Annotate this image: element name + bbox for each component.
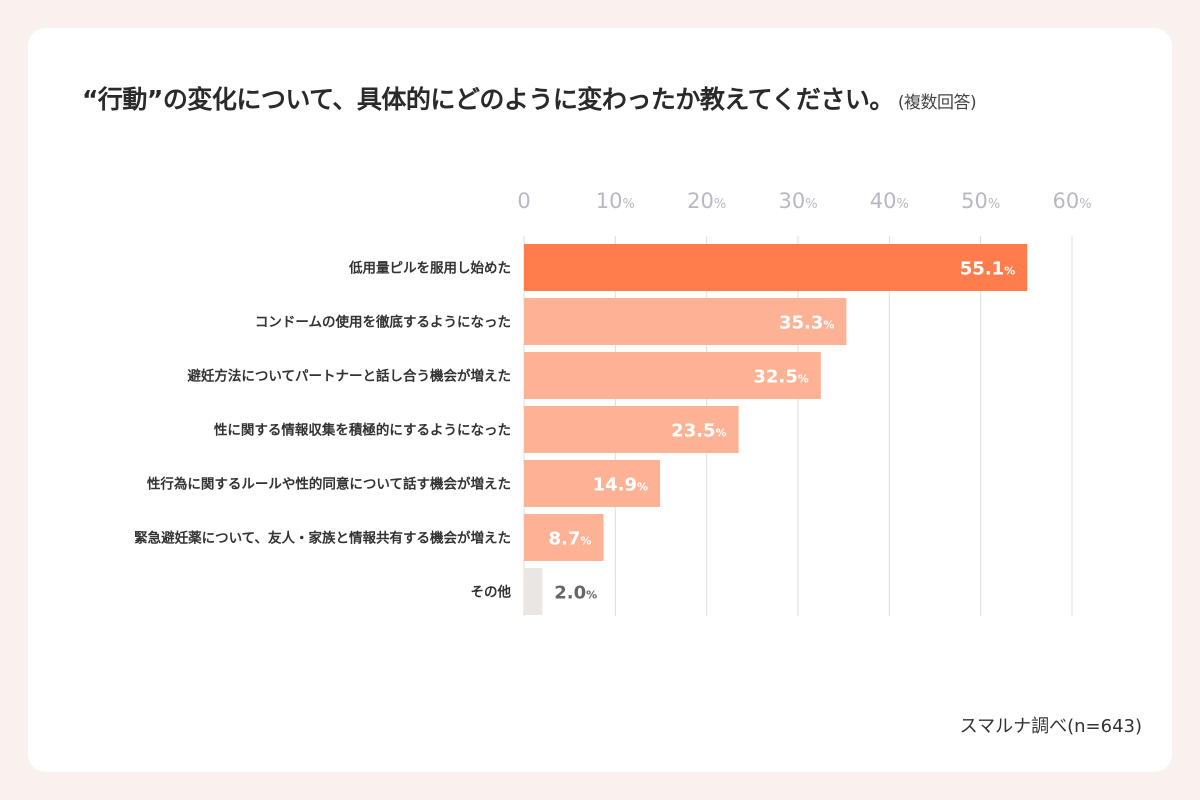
data-label: 23.5% — [671, 421, 726, 442]
data-label: 14.9% — [593, 475, 648, 496]
bar — [524, 460, 661, 507]
bar — [524, 568, 543, 615]
tick-label: 60% — [1052, 189, 1091, 213]
bar — [524, 298, 847, 345]
tick-label: 0 — [517, 189, 530, 213]
title-text: “行動”の変化について、具体的にどのように変わったか教えてください。 — [82, 85, 894, 114]
tick-label: 10% — [596, 189, 635, 213]
data-label: 8.7% — [549, 529, 592, 550]
category-label: 緊急避妊薬について、友人・家族と情報共有する機会が増えた — [134, 530, 511, 547]
bar — [524, 352, 821, 399]
data-label: 2.0% — [554, 583, 597, 604]
chart-title: “行動”の変化について、具体的にどのように変わったか教えてください。 (複数回答) — [82, 80, 977, 116]
category-label: 性に関する情報収集を積極的にするようになった — [214, 422, 511, 439]
chart-card — [28, 28, 1172, 772]
source-note: スマルナ調べ(n=643) — [959, 716, 1142, 737]
category-label: その他 — [471, 584, 512, 601]
category-label: 性行為に関するルールや性的同意について話す機会が増えた — [147, 476, 511, 493]
category-label: コンドームの使用を徹底するようになった — [255, 314, 511, 331]
tick-label: 20% — [687, 189, 726, 213]
data-label: 35.3% — [779, 313, 834, 334]
bar — [524, 514, 604, 561]
data-label: 32.5% — [753, 367, 808, 388]
tick-label: 30% — [778, 189, 817, 213]
bar — [524, 244, 1028, 291]
tick-label: 50% — [961, 189, 1000, 213]
category-label: 避妊方法についてパートナーと話し合う機会が増えた — [187, 368, 511, 385]
tick-label: 40% — [870, 189, 909, 213]
category-label: 低用量ピルを服用し始めた — [348, 260, 511, 277]
data-label: 55.1% — [960, 259, 1015, 280]
bar — [524, 406, 739, 453]
title-note: (複数回答) — [897, 93, 977, 113]
